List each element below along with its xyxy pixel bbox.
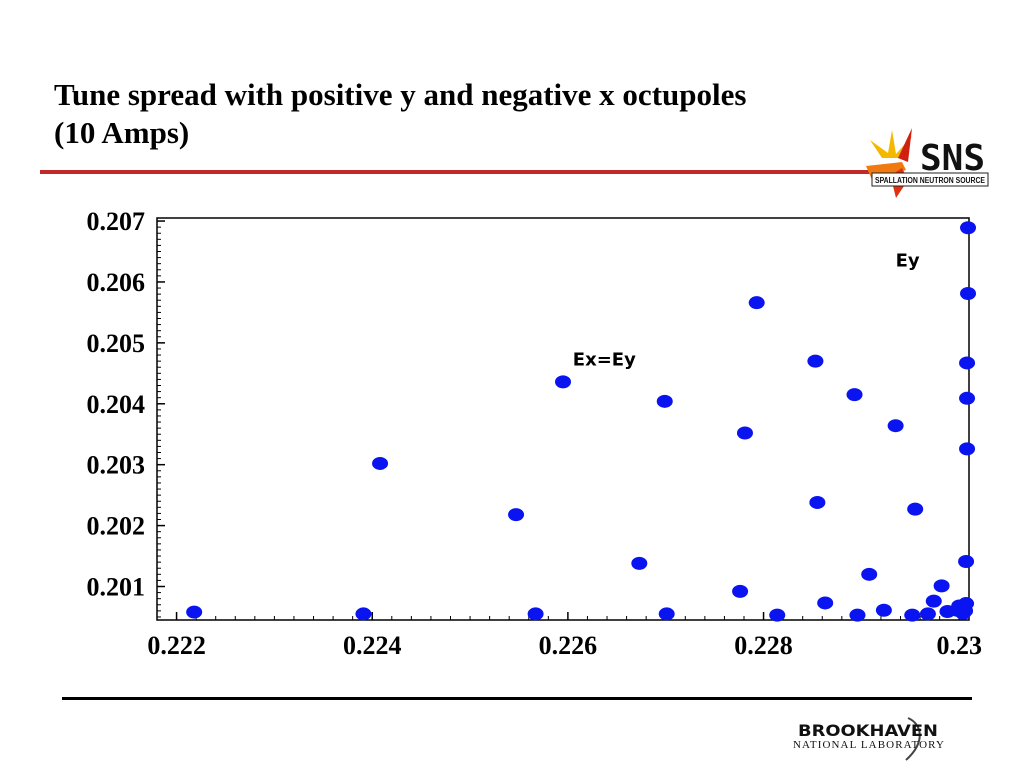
data-point [958, 597, 975, 611]
data-point [933, 579, 950, 593]
title-underline [40, 170, 890, 174]
x-tick-label: 0.228 [734, 631, 793, 660]
data-point [355, 607, 372, 621]
data-point [748, 296, 765, 310]
x-tick-label: 0.226 [539, 631, 598, 660]
bnl-logo-subtext: NATIONAL LABORATORY [793, 740, 945, 751]
data-point [958, 555, 975, 569]
data-point [960, 221, 977, 235]
footer-rule [62, 697, 972, 700]
data-point [907, 502, 924, 516]
x-tick-label: 0.23 [936, 631, 982, 660]
y-tick-label: 0.201 [87, 573, 146, 602]
data-point [919, 607, 936, 621]
data-point [959, 356, 976, 370]
sns-logo-text: SNS [920, 138, 985, 179]
data-point [925, 594, 942, 608]
data-point [658, 607, 675, 621]
bnl-logo-text: BROOKHAVEN [798, 721, 938, 740]
annotations: Ey Ex=Ey [573, 251, 920, 371]
x-tick-label: 0.224 [343, 631, 402, 660]
data-point [508, 508, 525, 522]
sns-logo: SNS SPALLATION NEUTRON SOURCE [866, 128, 989, 198]
x-axis-ticks: 0.222 0.224 0.226 0.228 0.23 [147, 612, 982, 660]
data-point [527, 607, 544, 621]
slide-title-line2: (10 Amps) [54, 115, 190, 150]
slide-title-line1: Tune spread with positive y and negative… [54, 77, 747, 112]
y-tick-label: 0.206 [87, 268, 146, 297]
data-point [875, 603, 892, 617]
data-point [732, 584, 749, 598]
plot-frame [156, 217, 970, 621]
data-point [555, 375, 571, 389]
data-point [736, 426, 753, 440]
data-point [656, 394, 673, 408]
sns-logo-subtext: SPALLATION NEUTRON SOURCE [875, 176, 986, 185]
data-point [960, 287, 977, 301]
brookhaven-logo: BROOKHAVEN NATIONAL LABORATORY [793, 717, 945, 761]
y-tick-label: 0.202 [87, 512, 146, 541]
data-point [631, 556, 648, 570]
data-point [769, 608, 786, 622]
slide-title: Tune spread with positive y and negative… [54, 76, 874, 152]
data-point [846, 388, 863, 402]
y-tick-label: 0.203 [87, 451, 146, 480]
data-point [959, 391, 976, 405]
bnl-swoosh-icon [905, 717, 921, 761]
scatter-chart: 0.222 0.224 0.226 0.228 0.23 0.201 0.202 0.203… [87, 207, 982, 660]
data-point [849, 608, 866, 622]
y-tick-label: 0.204 [87, 390, 146, 419]
data-point [809, 495, 826, 509]
data-point [904, 608, 921, 622]
data-points [186, 221, 977, 622]
data-point [817, 596, 834, 610]
y-tick-label: 0.205 [87, 329, 146, 358]
data-point [372, 456, 389, 470]
data-point [887, 419, 904, 433]
data-point [861, 567, 878, 581]
data-point [186, 605, 203, 619]
x-tick-label: 0.222 [147, 631, 206, 660]
y-axis-ticks: 0.201 0.202 0.203 0.204 0.205 0.206 0.207 [87, 207, 165, 618]
data-point [807, 354, 824, 368]
chart-annotation: Ex=Ey [573, 349, 636, 370]
data-point [959, 442, 976, 456]
y-tick-label: 0.207 [87, 207, 146, 236]
chart-annotation: Ey [896, 251, 920, 272]
